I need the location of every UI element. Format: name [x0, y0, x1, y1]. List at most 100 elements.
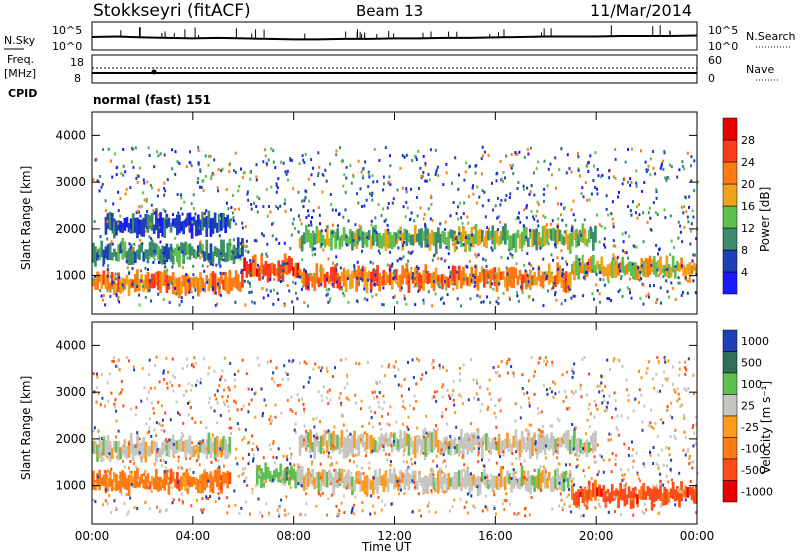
heatmap-cell [411, 276, 414, 280]
heatmap-cell [235, 447, 238, 451]
heatmap-cell [563, 502, 566, 506]
heatmap-cell [614, 148, 617, 151]
heatmap-cell [349, 274, 352, 290]
heatmap-cell [115, 474, 118, 491]
heatmap-cell [119, 197, 122, 201]
heatmap-cell [681, 291, 684, 295]
heatmap-cell [669, 214, 672, 218]
heatmap-cell [659, 389, 662, 393]
heatmap-cell [682, 448, 685, 452]
heatmap-cell [475, 378, 478, 382]
heatmap-cell [234, 503, 237, 507]
heatmap-cell [481, 230, 484, 242]
heatmap-cell [439, 366, 441, 370]
heatmap-cell [176, 160, 179, 164]
heatmap-cell [134, 465, 137, 469]
heatmap-cell [642, 261, 646, 277]
heatmap-cell [516, 478, 520, 489]
heatmap-cell [532, 267, 535, 271]
heatmap-cell [477, 453, 480, 457]
heatmap-cell [495, 230, 499, 244]
heatmap-cell [663, 356, 666, 359]
heatmap-cell [656, 268, 659, 272]
heatmap-cell [460, 450, 462, 454]
heatmap-cell [110, 447, 114, 459]
heatmap-cell [497, 435, 500, 439]
heatmap-cell [463, 505, 466, 509]
heatmap-cell [424, 222, 427, 226]
heatmap-cell [226, 290, 229, 294]
heatmap-cell [402, 399, 405, 403]
heatmap-cell [283, 364, 286, 368]
heatmap-cell [108, 470, 112, 487]
heatmap-cell [618, 191, 620, 194]
heatmap-cell [338, 396, 341, 400]
heatmap-cell [378, 159, 381, 162]
heatmap-cell [244, 244, 247, 248]
heatmap-cell [331, 283, 334, 286]
heatmap-cell [483, 190, 486, 194]
heatmap-cell [213, 273, 217, 295]
heatmap-cell [182, 441, 185, 452]
heatmap-cell [315, 416, 318, 420]
heatmap-cell [550, 228, 553, 241]
heatmap-cell [635, 169, 638, 173]
heatmap-cell [134, 470, 137, 489]
heatmap-cell [358, 236, 361, 240]
heatmap-cell [655, 243, 658, 247]
heatmap-cell [508, 196, 511, 199]
heatmap-cell [525, 428, 528, 432]
heatmap-cell [262, 456, 265, 460]
heatmap-cell [648, 449, 651, 453]
heatmap-cell [281, 377, 284, 381]
heatmap-cell [246, 484, 249, 487]
heatmap-cell [552, 395, 555, 399]
heatmap-cell [123, 241, 127, 258]
heatmap-cell [555, 476, 558, 479]
heatmap-cell [364, 232, 367, 236]
heatmap-cell [560, 202, 563, 206]
heatmap-cell [465, 161, 468, 165]
heatmap-cell [245, 245, 248, 248]
heatmap-cell [496, 371, 499, 375]
heatmap-cell [677, 392, 680, 396]
heatmap-cell [680, 294, 683, 297]
heatmap-cell [156, 194, 159, 198]
heatmap-cell [198, 251, 201, 255]
heatmap-cell [138, 451, 141, 455]
heatmap-cell [437, 257, 440, 260]
heatmap-cell [511, 255, 514, 259]
heatmap-cell [596, 384, 599, 388]
heatmap-cell [627, 261, 631, 272]
heatmap-cell [142, 479, 146, 489]
heatmap-cell [574, 426, 577, 430]
heatmap-cell [660, 164, 663, 168]
heatmap-cell [292, 359, 295, 363]
heatmap-cell [378, 468, 381, 485]
heatmap-cell [183, 224, 186, 228]
heatmap-cell [529, 475, 532, 495]
heatmap-cell [497, 235, 501, 246]
heatmap-cell [275, 366, 278, 370]
heatmap-cell [160, 428, 163, 432]
heatmap-cell [596, 213, 598, 217]
heatmap-cell [121, 388, 124, 392]
heatmap-cell [307, 273, 310, 291]
heatmap-cell [262, 234, 265, 238]
heatmap-cell [227, 405, 230, 408]
heatmap-cell [203, 251, 206, 262]
heatmap-cell [106, 381, 109, 385]
heatmap-cell [595, 272, 598, 276]
heatmap-cell [439, 440, 442, 455]
heatmap-cell [464, 170, 467, 174]
heatmap-cell [544, 271, 546, 275]
heatmap-cell [288, 447, 291, 450]
heatmap-cell [603, 399, 606, 403]
heatmap-cell [304, 189, 307, 193]
heatmap-cell [185, 468, 188, 472]
heatmap-cell [336, 224, 339, 228]
heatmap-cell [191, 220, 194, 224]
heatmap-cell [556, 225, 559, 229]
heatmap-cell [331, 208, 334, 212]
heatmap-cell [592, 179, 595, 182]
